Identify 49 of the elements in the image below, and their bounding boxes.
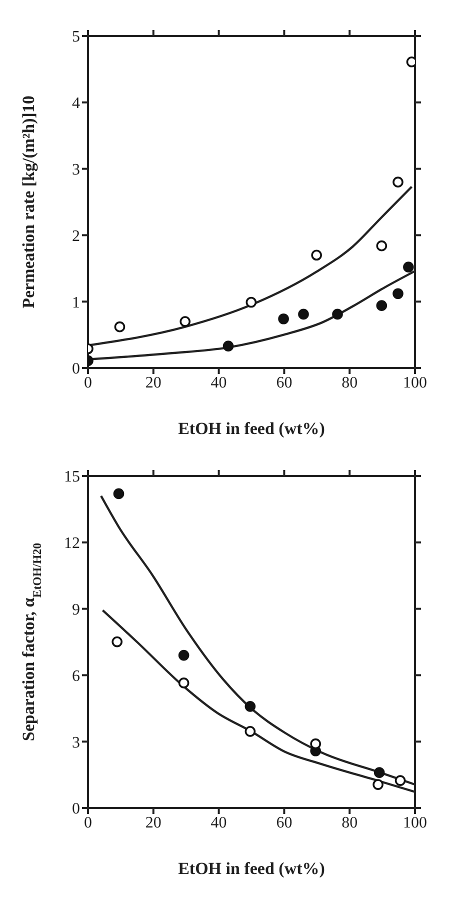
- point: [376, 240, 388, 252]
- point: [298, 308, 309, 320]
- point: [222, 340, 234, 352]
- x-tick-label: 40: [210, 814, 227, 832]
- y-tick-label: 3: [72, 734, 80, 752]
- point: [246, 296, 257, 308]
- x-tick-label: 20: [145, 814, 162, 832]
- y-axis-title: Permeation rate [kg/(m²h)]10: [19, 96, 38, 308]
- point: [392, 288, 404, 300]
- y-tick-label: 12: [64, 535, 80, 552]
- x-tick-label: 0: [84, 374, 92, 392]
- point: [311, 250, 322, 261]
- x-tick-label: 100: [403, 814, 427, 832]
- point: [332, 308, 343, 320]
- point: [403, 262, 414, 272]
- point: [278, 313, 289, 324]
- y-tick-label: 2: [72, 228, 80, 245]
- x-axis-title: EtOH in feed (wt%): [178, 419, 325, 438]
- x-axis-title: EtOH in feed (wt%): [178, 859, 325, 878]
- point: [392, 176, 404, 188]
- x-tick-label: 40: [210, 374, 227, 392]
- x-tick-label: 100: [403, 374, 427, 392]
- y-tick-label: 0: [72, 800, 80, 818]
- point: [112, 636, 123, 648]
- point: [244, 701, 256, 712]
- point: [372, 779, 384, 790]
- point: [394, 775, 406, 786]
- x-tick-label: 80: [342, 814, 358, 832]
- y-tick-label: 4: [72, 95, 80, 112]
- x-tick-label: 80: [342, 374, 358, 392]
- point: [178, 650, 190, 661]
- y-tick-label: 5: [72, 28, 80, 46]
- point: [178, 678, 190, 688]
- x-tick-label: 0: [84, 814, 92, 832]
- point: [113, 488, 124, 500]
- point: [376, 300, 388, 311]
- y-tick-label: 3: [72, 161, 80, 178]
- point: [374, 767, 385, 778]
- y-tick-label: 0: [72, 360, 80, 378]
- x-tick-label: 20: [145, 374, 162, 392]
- point: [180, 316, 191, 327]
- y-tick-label: 15: [64, 468, 80, 486]
- point: [114, 321, 126, 332]
- x-tick-label: 60: [276, 374, 292, 392]
- x-tick-label: 60: [276, 814, 292, 832]
- y-tick-label: 9: [72, 601, 80, 618]
- y-tick-label: 1: [72, 294, 80, 312]
- point: [244, 726, 256, 737]
- y-tick-label: 6: [72, 668, 80, 685]
